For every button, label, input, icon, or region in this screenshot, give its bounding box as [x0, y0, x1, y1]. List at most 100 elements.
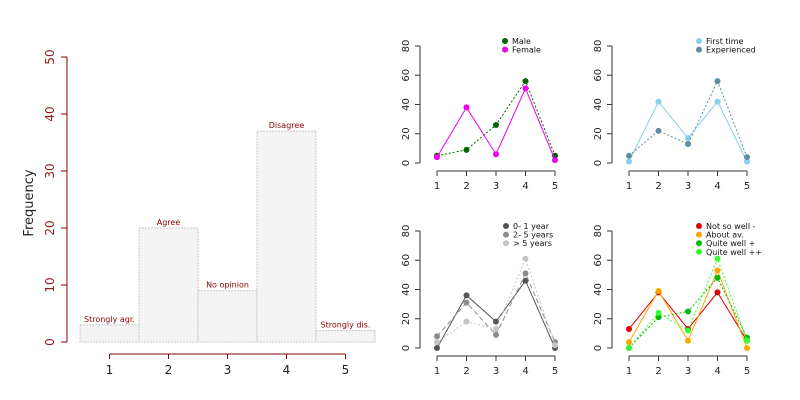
y-tick-label: 60 [401, 254, 412, 267]
x-tick-label: 3 [493, 366, 499, 377]
data-point [655, 309, 662, 316]
y-tick-label: 50 [43, 49, 57, 64]
data-point [522, 277, 529, 284]
data-point [655, 287, 662, 294]
legend-label: 0- 1 year [513, 222, 550, 231]
series-line [436, 80, 556, 157]
data-point [522, 270, 529, 277]
data-point [463, 146, 470, 153]
bar [197, 290, 258, 343]
legend-marker [696, 240, 702, 247]
data-point [744, 154, 750, 161]
data-point [463, 104, 470, 111]
y-tick-label: 20 [593, 127, 604, 140]
series-line [436, 257, 556, 346]
y-tick-label: 40 [401, 283, 412, 296]
data-point [685, 308, 691, 315]
data-point [626, 158, 632, 165]
legend-marker [696, 38, 702, 44]
bar [138, 227, 199, 343]
data-point [714, 289, 721, 296]
data-point [655, 98, 662, 105]
y-tick-label: 60 [593, 69, 604, 82]
bar-label: Agree [157, 218, 181, 227]
legend-label: First time [706, 37, 744, 46]
data-point [463, 292, 470, 299]
data-point [685, 327, 691, 334]
y-tick-label: 20 [43, 220, 57, 235]
bar-label: No opinion [206, 281, 249, 290]
legend-marker [696, 223, 702, 229]
legend-marker [696, 248, 702, 255]
y-tick-label: 0 [593, 160, 604, 166]
legend-label: Experienced [706, 46, 756, 55]
data-point [685, 135, 691, 142]
x-tick-label: 1 [626, 366, 632, 377]
y-tick-label: 20 [401, 127, 412, 140]
x-tick-label: 2 [463, 181, 469, 192]
data-point [714, 78, 721, 85]
data-point [434, 333, 440, 340]
legend-label: Quite well ++ [706, 248, 762, 257]
data-point [714, 274, 721, 281]
x-tick-label: 1 [106, 363, 114, 377]
x-tick-label: 4 [522, 181, 528, 192]
bar [315, 330, 376, 343]
x-tick-label: 4 [283, 363, 291, 377]
x-tick-label: 1 [434, 181, 440, 192]
legend-label: About av. [706, 231, 744, 240]
data-point [434, 345, 440, 351]
data-point [493, 121, 499, 128]
legend-marker [503, 223, 509, 229]
x-tick-label: 2 [655, 366, 661, 377]
data-point [626, 345, 632, 351]
data-point [493, 325, 499, 332]
data-point [552, 342, 558, 349]
y-tick-label: 0 [593, 345, 604, 351]
data-point [714, 255, 721, 262]
legend-label: Male [512, 37, 531, 46]
x-tick-label: 5 [744, 366, 750, 377]
bar-chart-panel: Frequency 0 10 20 30 40 50 1 2 3 4 5 Strongly agr. A… [22, 49, 376, 377]
x-tick-label: 2 [463, 366, 469, 377]
series-line [436, 279, 556, 349]
bar [79, 324, 140, 343]
data-point [744, 158, 750, 165]
y-tick-label: 40 [593, 283, 604, 296]
legend-label: Quite well + [706, 239, 755, 248]
data-point [626, 152, 632, 159]
data-point [655, 127, 662, 134]
x-tick-label: 3 [224, 363, 232, 377]
x-tick-label: 4 [714, 366, 720, 377]
y-tick-label: 60 [401, 69, 412, 82]
x-tick-label: 1 [626, 181, 632, 192]
y-tick-label: 80 [401, 40, 412, 53]
data-point [655, 314, 662, 321]
x-tick-label: 3 [685, 181, 691, 192]
x-tick-label: 5 [552, 181, 558, 192]
data-point [434, 339, 440, 346]
x-tick-label: 2 [655, 181, 661, 192]
data-point [626, 325, 632, 332]
x-tick-label: 1 [434, 366, 440, 377]
y-tick-label: 0 [43, 338, 57, 346]
y-tick-label: 0 [401, 160, 412, 166]
legend-marker [503, 231, 509, 238]
legend-label: > 5 years [513, 239, 552, 248]
y-tick-label: 40 [593, 98, 604, 111]
y-tick-label: 20 [401, 312, 412, 325]
data-point [493, 331, 499, 338]
y-tick-label: 80 [593, 40, 604, 53]
data-point [714, 98, 721, 105]
legend-label: 2- 5 years [513, 231, 553, 240]
data-point [685, 140, 691, 147]
x-tick-label: 5 [552, 366, 558, 377]
data-point [463, 318, 470, 325]
x-tick-label: 5 [744, 181, 750, 192]
y-axis-label: Frequency [22, 169, 37, 236]
y-tick-label: 0 [401, 345, 412, 351]
